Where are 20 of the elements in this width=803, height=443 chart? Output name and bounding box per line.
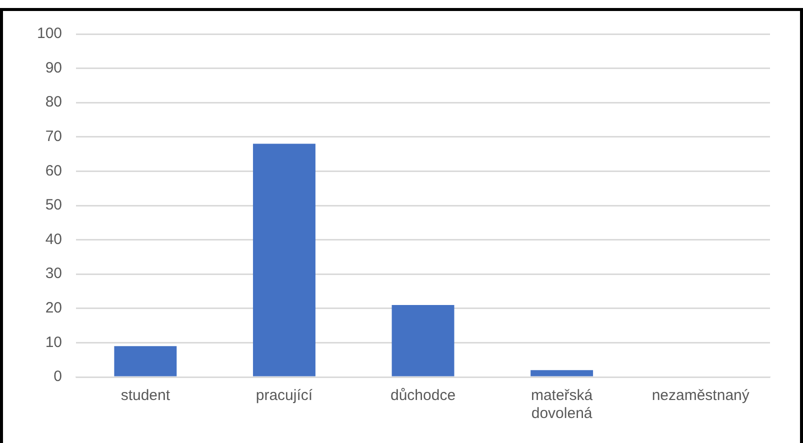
y-tick-label: 30: [45, 265, 62, 282]
bar: [392, 304, 454, 376]
bar: [252, 144, 316, 376]
bar: [114, 346, 177, 376]
y-tick-label: 70: [45, 128, 62, 146]
bar: [530, 370, 594, 376]
x-tick-label: nezaměstnaný: [652, 387, 750, 404]
y-tick-label: 50: [45, 196, 62, 214]
y-tick-label: 0: [54, 368, 62, 386]
x-tick-label: důchodce: [390, 387, 456, 404]
x-tick-label: mateřská dovolená: [530, 387, 594, 422]
y-tick-label: 10: [45, 334, 62, 351]
x-tick-label: student: [120, 387, 171, 404]
y-tick-label: 20: [45, 300, 62, 317]
y-tick-label: 80: [45, 94, 62, 111]
y-tick-label: 60: [45, 162, 62, 180]
y-tick-label: 40: [45, 230, 62, 248]
y-tick-label: 100: [36, 25, 62, 42]
y-tick-label: 90: [45, 59, 62, 76]
x-tick-label: pracující: [256, 387, 314, 404]
